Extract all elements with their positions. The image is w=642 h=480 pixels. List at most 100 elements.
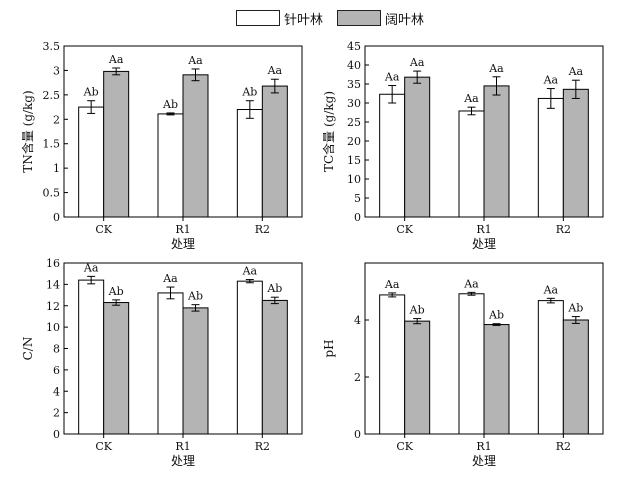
panel2-y-tick-label: 0 — [354, 211, 361, 224]
panel3-y-tick-label: 0 — [53, 428, 60, 441]
panel3-significance-label: Aa — [162, 272, 178, 285]
legend-label-broadleaf: 阔叶林 — [385, 12, 425, 28]
panel1-y-tick-label: 2.5 — [43, 89, 61, 102]
panel4-significance-label: Aa — [384, 278, 400, 291]
panel3-x-tick-label: CK — [95, 440, 112, 453]
panel4-bar — [537, 300, 564, 435]
panel3-bar — [236, 280, 263, 435]
panel2-y-tick-label: 45 — [347, 40, 361, 53]
panel1-bar — [78, 106, 105, 218]
panel4-significance-label: Ab — [567, 302, 583, 315]
panel2-y-tick-label: 20 — [347, 135, 361, 148]
panel4-bar — [483, 324, 510, 435]
panel4-x-tick-label: R2 — [556, 440, 571, 453]
panel1-y-tick-label: 2 — [53, 113, 60, 126]
panel2-y-tick-label: 5 — [354, 192, 361, 205]
panel4-y-tick-label: 4 — [354, 314, 361, 327]
panel1-significance-label: Aa — [267, 64, 283, 77]
panel4-significance-label: Aa — [543, 283, 559, 296]
panel2-y-tick-label: 15 — [347, 154, 361, 167]
panel4-bar — [379, 294, 406, 435]
legend: 针叶林 阔叶林 — [236, 6, 438, 30]
panel3-bar — [78, 279, 105, 435]
panel2-bar — [562, 88, 589, 218]
panel4-y-tick-label: 0 — [354, 428, 361, 441]
panel2-x-axis-label: 处理 — [472, 237, 496, 251]
panel2-x-tick-label: CK — [396, 223, 413, 236]
panel3-bar — [261, 299, 288, 435]
panel3-x-axis-label: 处理 — [171, 454, 195, 468]
panel3-significance-label: Ab — [187, 290, 203, 303]
panel4-significance-label: Ab — [409, 304, 425, 317]
panel4-x-tick-label: CK — [396, 440, 413, 453]
panel3-y-tick-label: 4 — [53, 385, 60, 398]
panel2-bar — [404, 76, 431, 218]
panel4-significance-label: Ab — [488, 309, 504, 322]
panel2-significance-label: Aa — [568, 65, 584, 78]
legend-item-coniferous: 针叶林 — [236, 9, 323, 28]
panel2-bar — [483, 85, 510, 218]
legend-item-broadleaf: 阔叶林 — [337, 9, 424, 28]
panel2-bar — [379, 93, 406, 218]
panel4-bar — [562, 319, 589, 435]
panel3-bar — [157, 292, 184, 435]
panel3-significance-label: Aa — [83, 261, 99, 274]
panel1-x-tick-label: R2 — [255, 223, 270, 236]
panel1-y-tick-label: 1.5 — [43, 138, 61, 151]
legend-swatch-broadleaf — [337, 10, 382, 26]
panel3-y-tick-label: 14 — [46, 278, 60, 291]
panel1-bar — [182, 74, 209, 218]
panel4-y-axis-label: pH — [322, 339, 336, 357]
panel3-y-tick-label: 16 — [46, 257, 60, 270]
panel2-y-axis-label: TC含量 (g/kg) — [321, 91, 336, 172]
panel2-y-tick-label: 25 — [347, 116, 361, 129]
panel1-bar — [236, 109, 263, 218]
panel1-bar — [261, 85, 288, 218]
panel1-significance-label: Aa — [187, 54, 203, 67]
panel2-significance-label: Aa — [463, 92, 479, 105]
panel1-bar — [157, 113, 184, 218]
panel1-bar — [103, 70, 130, 218]
panel1-y-tick-label: 0.5 — [43, 187, 61, 200]
panel3-y-tick-label: 2 — [53, 407, 60, 420]
panel2-y-tick-label: 30 — [347, 97, 361, 110]
panel1-significance-label: Ab — [241, 86, 257, 99]
panel2-y-tick-label: 40 — [347, 59, 361, 72]
panel2-significance-label: Aa — [409, 56, 425, 69]
panel1-y-tick-label: 3 — [53, 64, 60, 77]
panel4-bar — [404, 320, 431, 435]
panel4-x-axis-label: 处理 — [472, 454, 496, 468]
panel3-y-axis-label: C/N — [21, 337, 35, 361]
panel3-y-tick-label: 8 — [53, 343, 60, 356]
panel1-y-tick-label: 3.5 — [43, 40, 61, 53]
panel1-significance-label: Ab — [83, 86, 99, 99]
panel2-significance-label: Aa — [384, 71, 400, 84]
panel3-y-tick-label: 10 — [46, 321, 60, 334]
panel1-y-tick-label: 1 — [53, 162, 60, 175]
panel1-significance-label: Ab — [162, 98, 178, 111]
panel3-bar — [103, 302, 130, 435]
panel1-y-axis-label: TN含量 (g/kg) — [20, 90, 35, 172]
panel2-significance-label: Aa — [543, 74, 559, 87]
panel3-x-tick-label: R2 — [255, 440, 270, 453]
panel3-significance-label: Ab — [266, 282, 282, 295]
panel2-significance-label: Aa — [488, 62, 504, 75]
panel4-bar — [458, 293, 485, 435]
panel2-y-tick-label: 10 — [347, 173, 361, 186]
panel3-bar — [182, 307, 209, 435]
panel4-significance-label: Aa — [463, 277, 479, 290]
panel3-y-tick-label: 6 — [53, 364, 60, 377]
panel1-x-tick-label: R1 — [175, 223, 190, 236]
panel2-bar — [458, 110, 485, 218]
panel4-y-tick-label: 2 — [354, 371, 361, 384]
panel3-significance-label: Aa — [242, 265, 258, 278]
panel4-x-tick-label: R1 — [476, 440, 491, 453]
panel3-significance-label: Ab — [108, 285, 124, 298]
legend-label-coniferous: 针叶林 — [284, 12, 324, 28]
panel2-x-tick-label: R1 — [476, 223, 491, 236]
panel1-y-tick-label: 0 — [53, 211, 60, 224]
panel3-y-tick-label: 12 — [46, 300, 60, 313]
panel1-x-tick-label: CK — [95, 223, 112, 236]
panel2-y-tick-label: 35 — [347, 78, 361, 91]
